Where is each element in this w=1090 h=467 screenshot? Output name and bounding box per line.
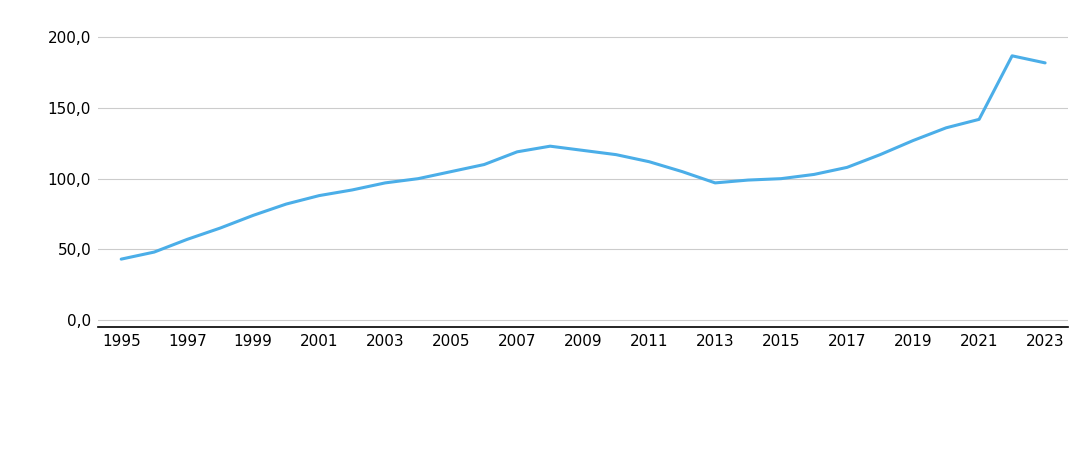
Prijsindex (2015=100) bbox=[873, 152, 886, 157]
Prijsindex (2015=100) bbox=[214, 225, 227, 231]
Prijsindex (2015=100) bbox=[346, 187, 359, 193]
Prijsindex (2015=100) bbox=[676, 169, 689, 174]
Prijsindex (2015=100) bbox=[412, 176, 425, 182]
Prijsindex (2015=100) bbox=[577, 148, 590, 153]
Prijsindex (2015=100) bbox=[544, 143, 557, 149]
Prijsindex (2015=100) bbox=[477, 162, 490, 167]
Prijsindex (2015=100) bbox=[840, 164, 853, 170]
Prijsindex (2015=100) bbox=[445, 169, 458, 174]
Prijsindex (2015=100) bbox=[940, 125, 953, 131]
Prijsindex (2015=100) bbox=[181, 237, 194, 242]
Prijsindex (2015=100) bbox=[907, 138, 920, 143]
Prijsindex (2015=100) bbox=[1006, 53, 1019, 59]
Prijsindex (2015=100) bbox=[1039, 60, 1052, 66]
Prijsindex (2015=100) bbox=[246, 212, 259, 218]
Prijsindex (2015=100) bbox=[972, 117, 985, 122]
Prijsindex (2015=100) bbox=[313, 193, 326, 198]
Prijsindex (2015=100) bbox=[643, 159, 656, 164]
Prijsindex (2015=100) bbox=[114, 256, 128, 262]
Prijsindex (2015=100) bbox=[510, 149, 523, 155]
Prijsindex (2015=100) bbox=[378, 180, 391, 186]
Prijsindex (2015=100) bbox=[708, 180, 722, 186]
Prijsindex (2015=100) bbox=[775, 176, 788, 182]
Line: Prijsindex (2015=100): Prijsindex (2015=100) bbox=[121, 56, 1045, 259]
Prijsindex (2015=100) bbox=[808, 171, 821, 177]
Prijsindex (2015=100) bbox=[741, 177, 754, 183]
Prijsindex (2015=100) bbox=[147, 249, 160, 255]
Prijsindex (2015=100) bbox=[280, 201, 293, 207]
Prijsindex (2015=100) bbox=[609, 152, 622, 157]
